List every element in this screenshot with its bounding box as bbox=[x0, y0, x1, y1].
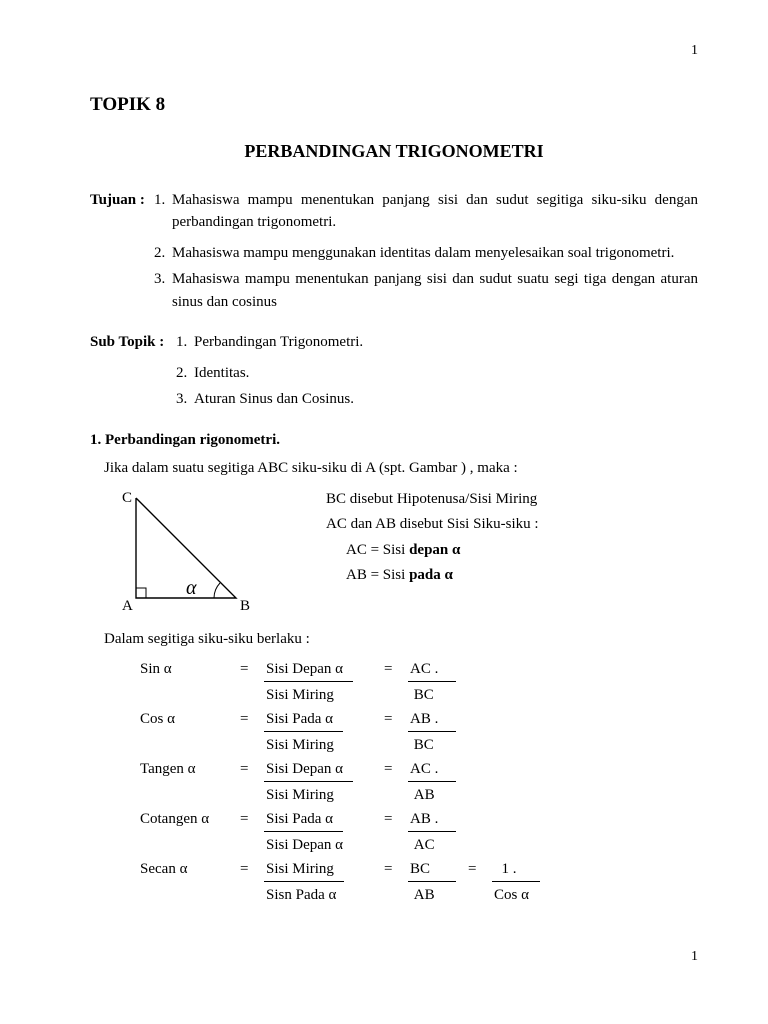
page-number-bottom: 1 bbox=[90, 946, 698, 967]
ratio-name: Tangen α bbox=[140, 758, 240, 781]
tujuan-3: Mahasiswa mampu menentukan panjang sisi … bbox=[172, 268, 698, 313]
triangle-definitions: BC disebut Hipotenusa/Sisi Miring AC dan… bbox=[306, 488, 539, 590]
triangle-diagram: C A B α bbox=[116, 488, 256, 618]
tujuan-item: 3. Mahasiswa mampu menentukan panjang si… bbox=[154, 268, 698, 313]
ratio-row: Cos α=Sisi Pada α =AB . bbox=[140, 708, 698, 732]
tujuan-label: Tujuan : bbox=[90, 189, 154, 238]
tujuan-item: 1. Mahasiswa mampu menentukan panjang si… bbox=[154, 189, 698, 234]
tujuan-1: Mahasiswa mampu menentukan panjang sisi … bbox=[172, 189, 698, 234]
subtopik-block: Sub Topik : 1. Perbandingan Trigonometri… bbox=[90, 331, 698, 358]
subtopik-3: Aturan Sinus dan Cosinus. bbox=[194, 388, 698, 411]
ratio-row: Sin α=Sisi Depan α =AC . bbox=[140, 658, 698, 682]
ratio-row-denominator: Sisn Pada α ABCos α bbox=[140, 884, 698, 907]
def-legs: AC dan AB disebut Sisi Siku-siku : bbox=[306, 513, 539, 536]
applies-text: Dalam segitiga siku-siku berlaku : bbox=[104, 628, 698, 651]
main-title: PERBANDINGAN TRIGONOMETRI bbox=[90, 138, 698, 165]
tujuan-block: Tujuan : 1. Mahasiswa mampu menentukan p… bbox=[90, 189, 698, 238]
svg-text:α: α bbox=[186, 577, 197, 599]
svg-text:C: C bbox=[122, 490, 132, 506]
ratio-row: Secan α=Sisi Miring =BC= 1 . bbox=[140, 858, 698, 882]
subtopik-2: Identitas. bbox=[194, 362, 698, 385]
tujuan-2: Mahasiswa mampu menggunakan identitas da… bbox=[172, 242, 698, 265]
ratio-row-denominator: Sisi Miring BC bbox=[140, 684, 698, 707]
svg-text:A: A bbox=[122, 598, 133, 614]
topic-heading: TOPIK 8 bbox=[90, 91, 698, 120]
svg-text:B: B bbox=[240, 598, 250, 614]
def-adjacent: AB = Sisi pada α bbox=[306, 564, 539, 587]
subtopik-item: 2. Identitas. bbox=[176, 362, 698, 385]
ratio-row: Tangen α=Sisi Depan α =AC . bbox=[140, 758, 698, 782]
ratio-row-denominator: Sisi Miring AB bbox=[140, 784, 698, 807]
def-opposite: AC = Sisi depan α bbox=[306, 539, 539, 562]
ratio-row-denominator: Sisi Miring BC bbox=[140, 734, 698, 757]
page-number-top: 1 bbox=[90, 40, 698, 61]
section-1-heading: 1. Perbandingan rigonometri. bbox=[90, 429, 698, 452]
subtopik-item: 1. Perbandingan Trigonometri. bbox=[176, 331, 698, 354]
ratio-name: Sin α bbox=[140, 658, 240, 681]
subtopik-1: Perbandingan Trigonometri. bbox=[194, 331, 698, 354]
tujuan-item: 2. Mahasiswa mampu menggunakan identitas… bbox=[154, 242, 698, 265]
subtopik-item: 3. Aturan Sinus dan Cosinus. bbox=[176, 388, 698, 411]
ratio-name: Cotangen α bbox=[140, 808, 240, 831]
def-hypotenuse: BC disebut Hipotenusa/Sisi Miring bbox=[306, 488, 539, 511]
subtopik-label: Sub Topik : bbox=[90, 331, 176, 358]
ratio-name: Cos α bbox=[140, 708, 240, 731]
ratio-name: Secan α bbox=[140, 858, 240, 881]
ratio-row: Cotangen α=Sisi Pada α =AB . bbox=[140, 808, 698, 832]
ratio-table: Sin α=Sisi Depan α =AC .Sisi Miring BCCo… bbox=[140, 658, 698, 906]
ratio-row-denominator: Sisi Depan α AC bbox=[140, 834, 698, 857]
section-1-intro: Jika dalam suatu segitiga ABC siku-siku … bbox=[104, 457, 698, 480]
